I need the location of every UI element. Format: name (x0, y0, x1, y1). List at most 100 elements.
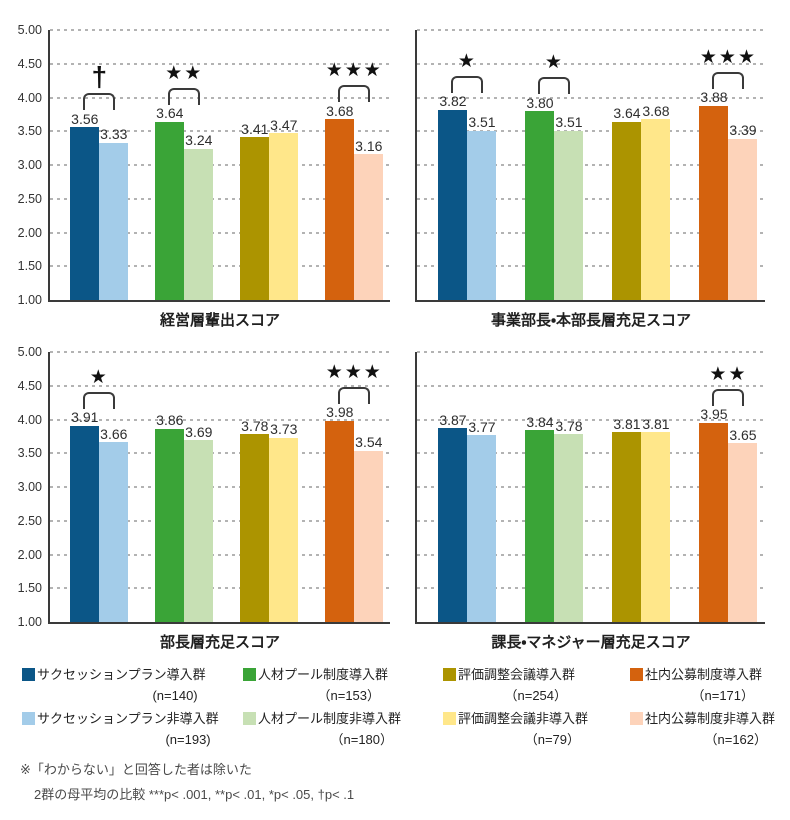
significance-marker: ★ (544, 52, 564, 73)
x-axis-line (415, 300, 765, 302)
legend-label: 社内公募制度導入群 (645, 667, 763, 682)
gridline (417, 486, 765, 488)
bar-adopted (70, 425, 100, 622)
footnote-exclusion-note: ※「わからない」と回答した者は除いた (20, 762, 252, 777)
bar-adopted (612, 432, 642, 622)
gridline (50, 519, 390, 522)
y-tick-label: 3.50 (17, 124, 42, 139)
legend-item: 人材プール制度導入群 （n=153） (243, 666, 388, 705)
bar-value-label: 3.64 (613, 105, 641, 122)
gridline (50, 452, 390, 455)
legend-color-swatch (243, 668, 256, 681)
legend-label: サクセッションプラン非導入群 (37, 711, 219, 726)
bar-value-label: 3.87 (439, 411, 467, 428)
bar-adopted (438, 428, 468, 622)
y-tick-label: 4.00 (17, 90, 42, 105)
gridline (50, 130, 390, 133)
bar-value-label: 3.41 (241, 120, 269, 137)
y-tick-label: 4.00 (17, 412, 42, 427)
bar-value-label: 3.33 (100, 126, 128, 143)
gridline (50, 265, 390, 268)
gridline (417, 452, 765, 455)
y-tick-label: 1.00 (17, 615, 42, 629)
y-tick-label: 2.50 (17, 191, 42, 206)
significance-bracket (712, 388, 745, 406)
bar-value-label: 3.68 (642, 102, 670, 119)
bar-adopted (525, 430, 555, 622)
chart-title: 課長・マネジャー層充足スコア (491, 634, 691, 651)
legend-label: 人材プール制度導入群 (258, 667, 389, 682)
bar-value-label: 3.56 (71, 110, 99, 127)
footnote-significance-note: 2群の母平均の比較 ***p< .001, **p< .01, *p< .05,… (34, 787, 355, 802)
bar-value-label: 3.24 (185, 132, 213, 149)
significance-marker: † (91, 61, 108, 93)
bar-value-label: 3.73 (270, 421, 298, 438)
bar-not-adopted (467, 435, 497, 622)
legend-color-swatch (22, 668, 35, 681)
y-tick-label: 5.00 (17, 345, 42, 359)
bar-value-label: 3.77 (468, 418, 496, 435)
chart-title: 経営層輩出スコア (159, 312, 280, 329)
bar-value-label: 3.81 (613, 415, 641, 432)
bar-value-label: 3.39 (729, 122, 757, 139)
bar-value-label: 3.51 (468, 114, 496, 131)
legend-line: 評価調整会議非導入群 (443, 710, 588, 728)
y-axis-line (48, 30, 50, 300)
bar-value-label: 3.95 (700, 406, 728, 423)
legend-sample-size: (n=140) (152, 688, 198, 703)
bar-adopted (325, 420, 355, 622)
y-axis-line (415, 352, 417, 622)
bar-adopted (699, 422, 729, 622)
bar-not-adopted (99, 442, 129, 622)
legend-color-swatch (443, 712, 456, 725)
legend-line: サクセッションプラン非導入群 (22, 710, 219, 728)
bar-value-label: 3.66 (100, 425, 128, 442)
legend-color-swatch (243, 712, 256, 725)
legend-color-swatch (22, 712, 35, 725)
legend-label: 評価調整会議導入群 (458, 667, 576, 682)
significance-bracket (712, 71, 745, 89)
gridline (50, 587, 390, 590)
gridline (50, 231, 390, 234)
legend-label: 評価調整会議非導入群 (458, 711, 589, 726)
bar-adopted (438, 109, 468, 300)
significance-bracket (83, 391, 116, 409)
gridline (50, 351, 390, 353)
legend-item: 評価調整会議導入群 （n=254） (443, 666, 575, 705)
legend-sample-size: （n=153） (317, 688, 381, 703)
legend-label: サクセッションプラン導入群 (37, 667, 206, 682)
legend-line: 人材プール制度非導入群 (243, 710, 401, 728)
gridline (417, 519, 765, 522)
bar-not-adopted (354, 450, 384, 622)
bar-not-adopted (728, 443, 758, 622)
legend-item: サクセッションプラン非導入群 (n=193) (22, 710, 219, 749)
significance-bracket (83, 93, 116, 111)
y-tick-label: 1.50 (17, 581, 42, 596)
gridline (50, 29, 390, 31)
significance-bracket (451, 75, 484, 93)
y-tick-label: 3.50 (17, 446, 42, 461)
gridline (417, 418, 765, 421)
bar-value-label: 3.65 (729, 426, 757, 443)
legend-color-swatch (630, 712, 643, 725)
y-tick-label: 3.00 (17, 158, 42, 172)
gridline (50, 197, 390, 200)
chart-title: 事業部長・本部長層充足スコア (490, 312, 692, 329)
gridline (417, 164, 765, 166)
gridline (417, 197, 765, 200)
gridline (417, 351, 765, 353)
bar-not-adopted (354, 154, 384, 300)
y-axis-line (415, 30, 417, 300)
bar-adopted (240, 434, 270, 622)
bar-adopted (155, 121, 185, 300)
legend-sample-size: （n=162） (704, 732, 768, 747)
legend-line: 社内公募制度非導入群 (630, 710, 775, 728)
x-axis-line (415, 622, 765, 624)
significance-bracket (338, 85, 371, 103)
gridline (50, 486, 390, 488)
bar-adopted (612, 121, 642, 300)
gridline (50, 553, 390, 556)
y-tick-label: 1.50 (17, 259, 42, 274)
significance-marker: ★ (89, 366, 109, 388)
bar-not-adopted (728, 138, 758, 300)
